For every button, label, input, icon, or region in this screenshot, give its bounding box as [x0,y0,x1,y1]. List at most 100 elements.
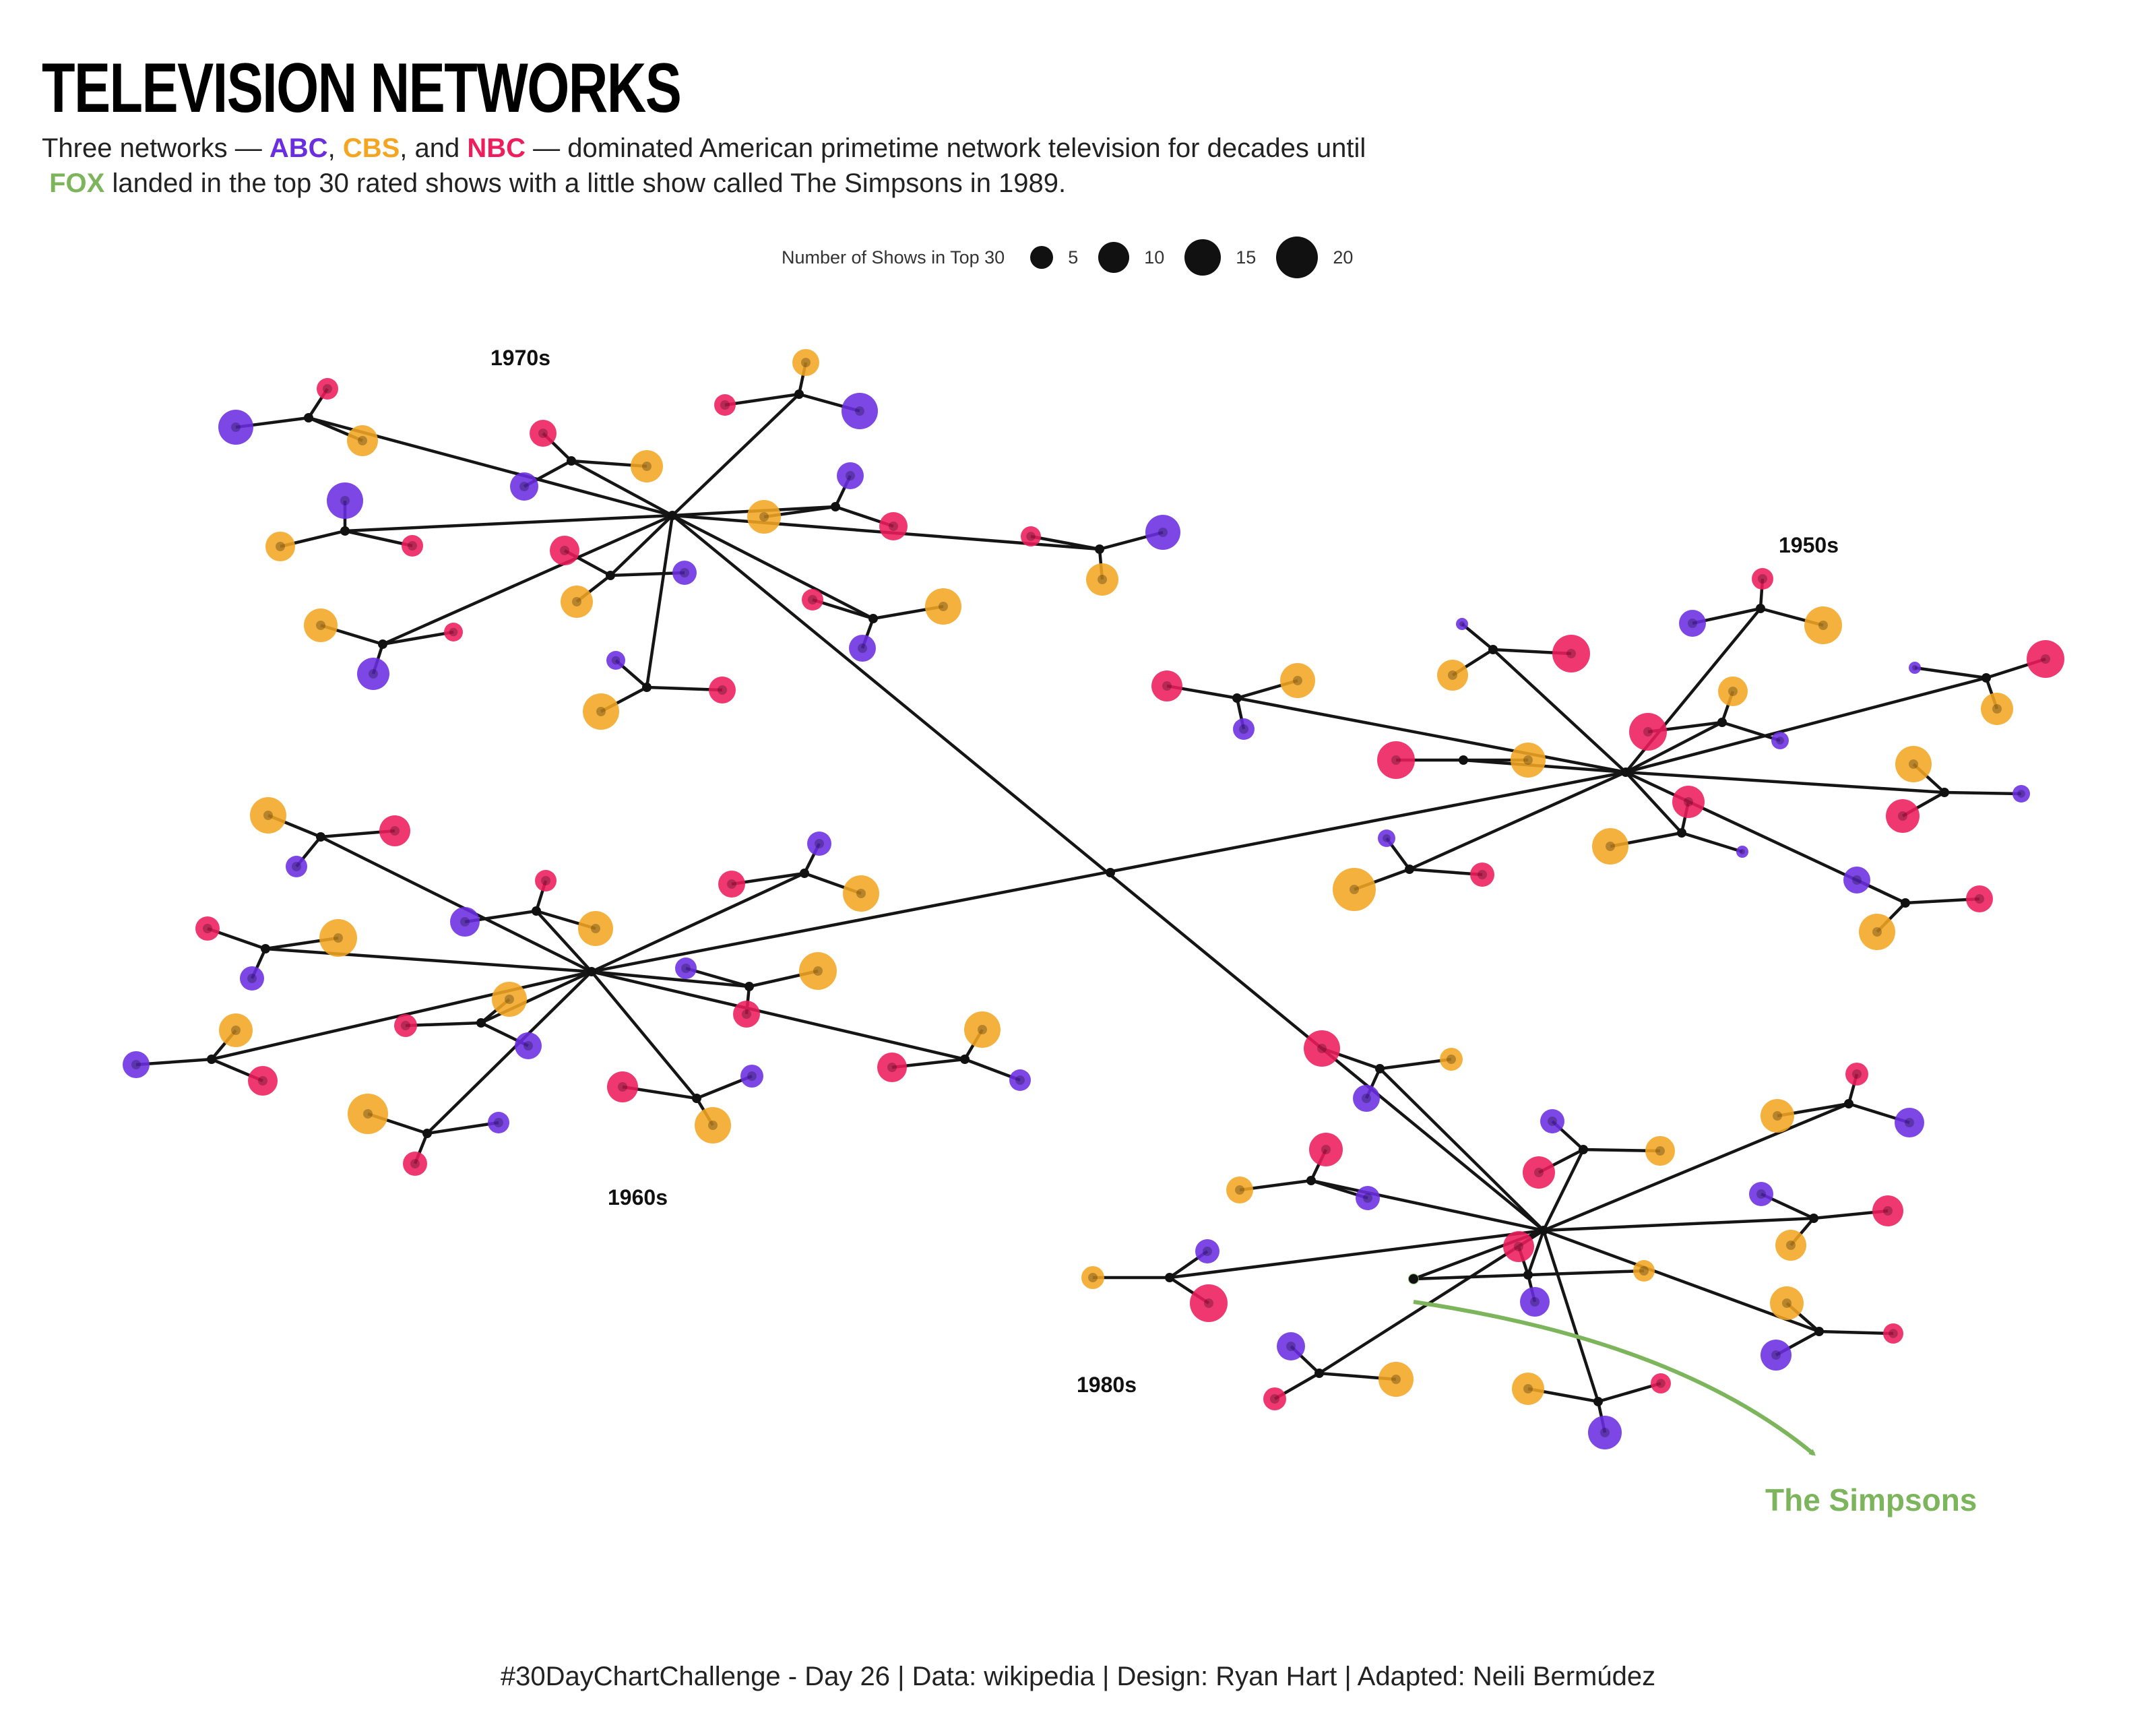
show-node-center [1643,727,1653,736]
nbc-show-node [1629,713,1667,751]
cbs-show-node [1770,1286,1804,1320]
nbc-show-node [1309,1133,1343,1166]
nbc-show-node [403,1152,427,1176]
show-node-center [1391,1375,1401,1384]
junction-node [744,982,754,991]
junction-node [642,683,652,692]
junction-node [1940,788,1949,797]
abc-show-node [450,907,480,937]
show-node-center [718,685,727,695]
show-node-center [680,568,689,577]
show-node-center [247,974,257,983]
leaf-edge-1970s [1030,534,1100,551]
subtitle-text-3: landed in the top 30 rated shows with a … [112,168,1067,198]
cbs-show-node [747,500,781,534]
show-node-center [858,644,867,653]
show-node-center [1818,621,1828,630]
cbs-show-node [1226,1177,1253,1203]
cbs-show-node [319,919,357,957]
junction-node [1095,544,1104,554]
show-node-center [1015,1075,1025,1085]
leaf-edge-1970s [724,392,800,407]
hub-edge-1950s [1625,676,1987,774]
hub-edge-1970s [645,515,674,688]
show-node-center [642,462,652,471]
nbc-show-node [879,512,908,540]
show-node-center [808,595,817,604]
cbs-show-node [843,875,879,912]
show-node-center [813,966,823,976]
cbs-show-node [1981,693,2013,725]
nbc-show-node [1190,1284,1228,1322]
show-node-center [1975,894,1984,904]
junction-node [1814,1327,1824,1336]
legend-label-20: 20 [1333,247,1354,268]
show-node-center [939,602,948,611]
abc-show-node [515,1032,542,1059]
hub-edge-1950s [1236,696,1626,774]
cbs-show-node [1440,1048,1463,1071]
leaf-edge-1980s [1379,1057,1452,1071]
show-node-center [203,924,212,933]
hub-edge-1980s [1542,1149,1585,1231]
decade-label-1970s: 1970s [490,346,550,370]
junction-node [316,832,325,842]
show-node-center [1523,755,1533,765]
nbc-show-node [379,815,410,846]
nbc-show-node [1377,741,1415,779]
cbs-show-node [304,608,338,642]
show-node-center [263,811,273,820]
hub-edge-1980s [1543,1228,1820,1334]
abc-show-node [1749,1182,1773,1206]
leaf-edge-1950s [1409,867,1483,877]
junction-node [1981,673,1991,683]
show-node-center [1523,1384,1533,1393]
junction-node [532,906,541,916]
abc-show-node [1353,1085,1380,1112]
leaf-edge-1950s [1721,720,1781,743]
legend-dot-20 [1276,237,1319,278]
show-node-center [524,1041,533,1050]
hub-edge-1970s [344,513,673,533]
abc-show-node [510,472,538,501]
show-node-center [1293,676,1302,685]
junction-node [1165,1273,1174,1282]
decade-label-1950s: 1950s [1779,533,1839,557]
abc-show-node [1233,718,1255,740]
leaf-edge-1950s [1461,623,1494,651]
nbc-show-node [550,536,579,565]
abc-show-node [1540,1109,1564,1133]
show-node-center [846,471,855,480]
show-node-center [1534,1168,1544,1177]
nbc-label: NBC [467,133,526,163]
junction-node [960,1055,970,1064]
nbc-show-node [444,623,463,641]
nbc-show-node [1845,1063,1868,1086]
show-node-center [449,627,458,637]
abc-show-node [1679,610,1706,637]
hub-edge-1980s [1526,1230,1546,1276]
junction-node [567,456,576,466]
show-node-center [1786,1241,1796,1250]
hub-edge-1950s [1624,771,1683,834]
show-node-center [231,1026,241,1035]
abc-show-node [1520,1287,1550,1317]
hub-node-1970s [668,511,677,520]
show-node-center [591,924,600,933]
show-node-center [1162,681,1172,691]
abc-label: ABC [269,133,328,163]
nbc-show-node [2027,640,2064,678]
abc-show-node [218,410,253,445]
abc-show-node [1456,618,1468,630]
show-node-center [1909,759,1918,769]
show-node-center [1905,1118,1914,1127]
cbs-show-node [492,982,527,1017]
legend-dot-15 [1184,239,1222,276]
cbs-show-node [578,911,613,946]
cbs-show-node [1859,914,1895,950]
show-node-center [618,1082,627,1092]
nbc-show-node [1470,862,1494,887]
show-node-center [1639,1266,1649,1276]
show-node-center [363,1109,373,1119]
hub-node-1950s [1621,767,1630,777]
